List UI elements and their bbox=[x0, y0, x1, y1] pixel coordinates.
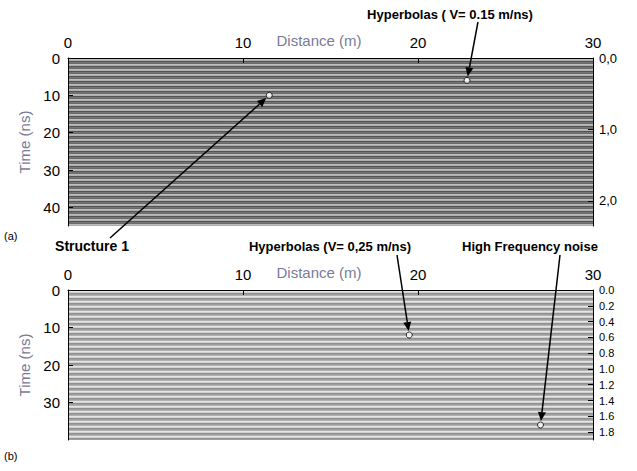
svg-text:Hyperbolas (V= 0,25 m/ns): Hyperbolas (V= 0,25 m/ns) bbox=[249, 239, 411, 254]
svg-text:0.0: 0.0 bbox=[599, 284, 614, 296]
svg-text:40: 40 bbox=[43, 199, 60, 216]
svg-text:0: 0 bbox=[52, 282, 60, 299]
svg-text:10: 10 bbox=[43, 87, 60, 104]
svg-text:(a): (a) bbox=[4, 230, 17, 242]
svg-text:Structure 1: Structure 1 bbox=[55, 238, 129, 254]
svg-text:2,0: 2,0 bbox=[599, 193, 617, 208]
svg-text:0: 0 bbox=[64, 34, 72, 51]
svg-text:0.2: 0.2 bbox=[599, 300, 614, 312]
svg-text:10: 10 bbox=[43, 319, 60, 336]
svg-text:Hyperbolas ( V= 0.15 m/ns): Hyperbolas ( V= 0.15 m/ns) bbox=[367, 7, 533, 22]
svg-text:Distance (m): Distance (m) bbox=[277, 32, 362, 49]
svg-text:1.0: 1.0 bbox=[599, 363, 614, 375]
svg-text:(b): (b) bbox=[4, 450, 17, 462]
svg-text:0.4: 0.4 bbox=[599, 316, 614, 328]
svg-text:10: 10 bbox=[235, 266, 252, 283]
svg-text:1.8: 1.8 bbox=[599, 426, 614, 438]
svg-text:0.8: 0.8 bbox=[599, 347, 614, 359]
svg-text:20: 20 bbox=[410, 266, 427, 283]
svg-text:High Frequency noise: High Frequency noise bbox=[462, 239, 598, 254]
svg-text:20: 20 bbox=[43, 124, 60, 141]
svg-text:Distance (m): Distance (m) bbox=[277, 264, 362, 281]
svg-text:30: 30 bbox=[43, 394, 60, 411]
svg-text:Time (ns): Time (ns) bbox=[16, 111, 33, 174]
svg-text:0,0: 0,0 bbox=[599, 51, 617, 66]
svg-text:30: 30 bbox=[585, 34, 602, 51]
svg-text:1.2: 1.2 bbox=[599, 379, 614, 391]
svg-text:20: 20 bbox=[410, 34, 427, 51]
svg-text:10: 10 bbox=[235, 34, 252, 51]
svg-text:30: 30 bbox=[43, 162, 60, 179]
svg-text:1.6: 1.6 bbox=[599, 410, 614, 422]
svg-text:0: 0 bbox=[52, 50, 60, 67]
svg-text:0: 0 bbox=[64, 266, 72, 283]
svg-text:30: 30 bbox=[585, 266, 602, 283]
svg-text:0.6: 0.6 bbox=[599, 331, 614, 343]
svg-text:Time (ns): Time (ns) bbox=[16, 334, 33, 397]
svg-text:20: 20 bbox=[43, 357, 60, 374]
svg-text:1.4: 1.4 bbox=[599, 395, 614, 407]
svg-text:1,0: 1,0 bbox=[599, 122, 617, 137]
